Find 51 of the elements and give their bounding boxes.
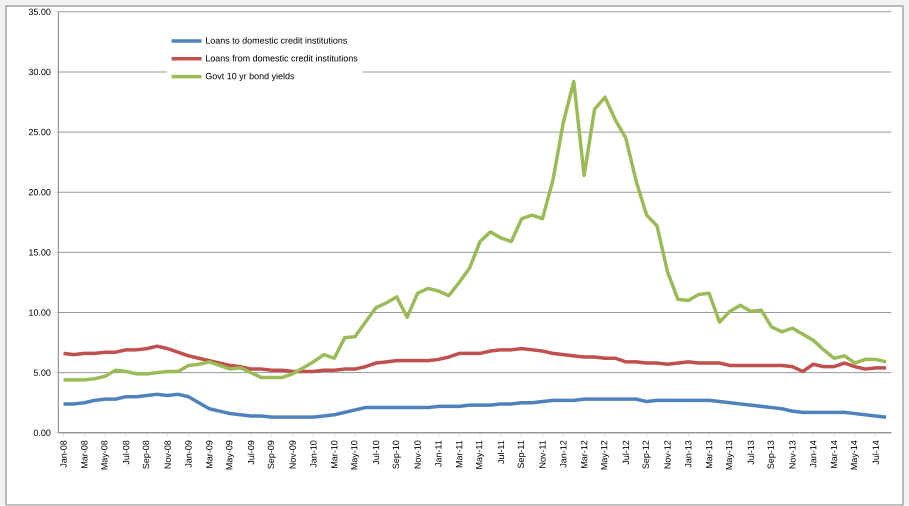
x-tick-label: Sep-10: [392, 440, 401, 469]
x-tick-label: Mar-09: [206, 440, 212, 468]
x-tick-label: Nov-09: [289, 440, 296, 469]
x-tick-label: Jan-08: [60, 440, 67, 468]
x-tick-label: Jan-11: [435, 440, 442, 467]
x-tick-label: Mar-11: [456, 440, 462, 468]
y-tick-label: 20.00: [28, 189, 51, 196]
y-tick-label: 5.00: [34, 370, 51, 376]
legend-label: Govt 10 yr bond yields: [206, 72, 294, 82]
x-tick-label: Nov-11: [539, 440, 546, 468]
x-tick-label: Jul-09: [248, 440, 254, 465]
y-tick-label: 10.00: [29, 309, 51, 316]
x-tick-label: Nov-13: [789, 440, 796, 469]
x-tick-label: May-13: [726, 440, 734, 470]
x-tick-label: Jan-14: [810, 440, 816, 468]
x-tick-label: Jan-13: [685, 440, 692, 468]
x-tick-label: Mar-12: [580, 440, 588, 468]
x-tick-label: May-11: [476, 440, 484, 469]
x-tick-label: Nov-12: [664, 440, 671, 469]
x-tick-label: Jan-10: [310, 440, 317, 468]
x-tick-label: Jul-10: [372, 440, 380, 465]
x-tick-label: Jan-09: [185, 440, 192, 468]
x-tick-label: Jan-12: [560, 440, 567, 468]
x-tick-label: Nov-10: [414, 440, 421, 469]
legend-label: Loans from domestic credit institutions: [206, 54, 358, 62]
y-tick-label: 15.00: [29, 249, 51, 256]
x-tick-label: May-14: [850, 440, 859, 470]
y-tick-label: 25.00: [28, 129, 51, 136]
x-tick-label: Sep-12: [642, 440, 651, 469]
x-tick-label: Jul-08: [122, 440, 130, 465]
y-tick-label: 35.00: [28, 8, 51, 16]
x-tick-label: May-08: [101, 440, 110, 470]
x-tick-label: May-09: [226, 440, 234, 470]
x-tick-label: Nov-08: [164, 440, 171, 469]
y-tick-label: 30.00: [28, 68, 51, 76]
x-tick-label: Mar-13: [706, 440, 712, 468]
x-tick-label: Sep-08: [142, 440, 151, 469]
x-tick-label: May-10: [351, 440, 360, 470]
x-tick-label: Jul-11: [498, 440, 504, 464]
x-tick-label: Jul-12: [622, 440, 630, 465]
x-tick-label: Jul-14: [872, 440, 879, 465]
x-tick-label: Sep-13: [768, 440, 776, 469]
x-tick-label: May-12: [600, 440, 610, 470]
x-tick-label: Mar-08: [81, 440, 88, 468]
y-tick-label: 0.00: [34, 430, 51, 436]
x-tick-label: Mar-14: [830, 440, 838, 468]
x-tick-label: Sep-11: [518, 440, 526, 468]
x-tick-label: Jul-13: [747, 440, 754, 465]
x-tick-label: Mar-10: [331, 440, 338, 468]
x-tick-label: Sep-09: [268, 440, 276, 469]
legend-label: Loans to domestic credit institutions: [206, 37, 347, 44]
